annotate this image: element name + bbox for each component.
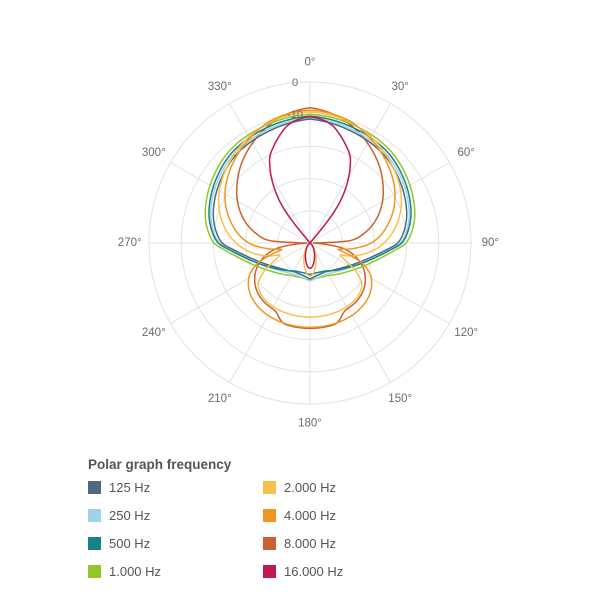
svg-text:330°: 330°: [208, 81, 232, 93]
svg-text:60°: 60°: [458, 147, 475, 159]
svg-text:30°: 30°: [392, 81, 409, 93]
svg-text:0: 0: [292, 77, 298, 89]
svg-text:240°: 240°: [142, 327, 166, 339]
svg-text:300°: 300°: [142, 147, 166, 159]
svg-text:-10: -10: [287, 109, 303, 121]
svg-text:210°: 210°: [208, 393, 232, 405]
svg-text:120°: 120°: [454, 327, 478, 339]
svg-text:0°: 0°: [305, 57, 316, 69]
svg-text:90°: 90°: [482, 237, 499, 249]
svg-text:150°: 150°: [388, 393, 412, 405]
svg-text:180°: 180°: [298, 417, 322, 429]
svg-text:270°: 270°: [118, 237, 142, 249]
